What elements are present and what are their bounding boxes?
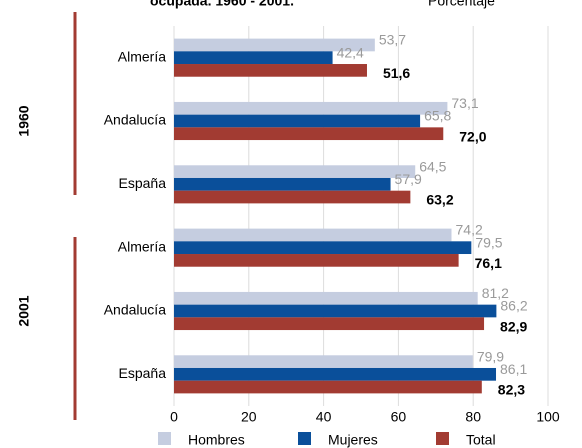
x-tick-label: 20	[241, 409, 257, 425]
bar	[174, 254, 459, 267]
group-label: 1960	[16, 105, 32, 136]
bar	[174, 355, 473, 368]
data-label: 42,4	[337, 44, 364, 60]
data-label: 53,7	[379, 32, 406, 48]
x-tick-label: 80	[465, 409, 481, 425]
bar	[174, 228, 452, 242]
legend-label: Total	[466, 432, 496, 448]
y-tick-label: España	[119, 365, 167, 381]
legend-swatch	[298, 432, 311, 445]
data-label: 81,2	[482, 285, 509, 301]
data-label: 82,3	[498, 382, 525, 398]
x-tick-label: 100	[536, 409, 560, 425]
y-tick-label: Almería	[118, 238, 166, 254]
y-tick-label: Andalucía	[104, 302, 166, 318]
bar	[174, 101, 448, 115]
bar	[174, 165, 416, 178]
y-tick-label: Almería	[118, 48, 166, 64]
bar	[174, 380, 482, 394]
bar	[174, 64, 367, 77]
data-label: 65,8	[424, 108, 451, 124]
legend-label: Hombres	[188, 432, 245, 448]
data-label: 74,2	[456, 222, 483, 238]
legend-swatch	[436, 432, 449, 445]
x-tick-label: 60	[391, 409, 407, 425]
data-label: 63,2	[426, 192, 453, 208]
bar	[174, 304, 497, 318]
data-label: 57,9	[395, 171, 422, 187]
data-label: 64,5	[419, 158, 446, 174]
data-label: 86,1	[500, 361, 527, 377]
chart-title: ocupada. 1960 - 2001.	[150, 0, 294, 9]
bar	[174, 38, 375, 52]
data-label: 79,9	[477, 348, 504, 364]
x-tick-label: 0	[170, 409, 178, 425]
data-label: 86,2	[500, 298, 527, 314]
data-label: 79,5	[475, 234, 502, 250]
data-label: 73,1	[451, 95, 478, 111]
data-label: 76,1	[475, 255, 502, 271]
legend-label: Mujeres	[328, 432, 378, 448]
bar	[174, 114, 421, 128]
chart-subtitle: Porcentaje	[428, 0, 495, 9]
group-label: 2001	[16, 295, 32, 326]
x-tick-label: 40	[316, 409, 332, 425]
bar	[174, 241, 472, 255]
bar	[174, 190, 411, 204]
bar	[174, 127, 444, 141]
bar	[174, 177, 391, 191]
bar	[174, 291, 478, 305]
bar	[174, 367, 497, 381]
y-tick-label: España	[119, 175, 167, 191]
data-label: 82,9	[500, 318, 527, 334]
y-tick-label: Andalucía	[104, 112, 166, 128]
bar	[174, 51, 333, 65]
bar	[174, 317, 485, 331]
data-label: 51,6	[383, 65, 410, 81]
legend-swatch	[158, 432, 171, 445]
data-label: 72,0	[459, 128, 486, 144]
